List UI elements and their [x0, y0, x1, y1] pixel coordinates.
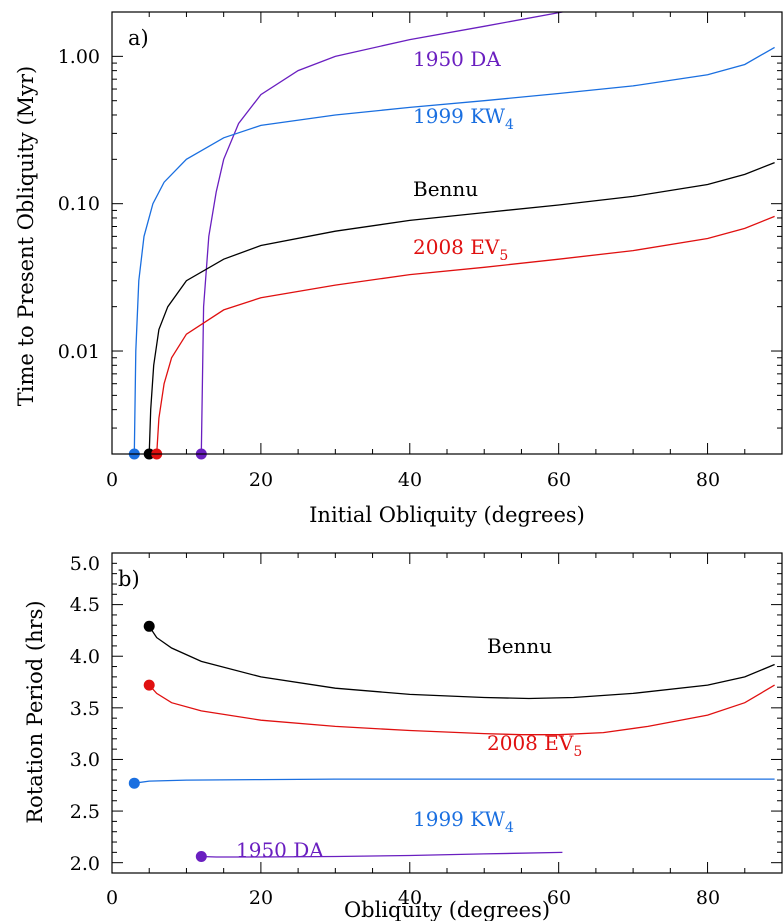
- panel-b-ytick-label: 3.0: [70, 749, 100, 771]
- panel-b-ytick-label: 2.5: [70, 801, 100, 823]
- series-marker-1950da-b: [195, 851, 207, 862]
- series-label-subscript: 5: [573, 744, 582, 760]
- series-label-2008ev5-b: 2008 EV5: [487, 731, 582, 760]
- panel-b-label: b): [118, 567, 140, 591]
- panel-b-ticks: [111, 552, 783, 873]
- series-label-1999kw4-a: 1999 KW4: [413, 104, 514, 133]
- series-line-1950da-b: [201, 851, 563, 858]
- panel-a-ytick-label: 0.10: [58, 193, 100, 215]
- series-label-text: 2008 EV: [487, 731, 574, 755]
- series-marker-2008ev5-b: [143, 679, 155, 691]
- series-line-1950da-a: [200, 11, 563, 455]
- panel-a-ytick-label: 1.00: [58, 46, 100, 68]
- panel-b-markers: [128, 620, 207, 862]
- series-line-2008ev5-a: [156, 215, 775, 455]
- series-line-1999kw4-b: [134, 778, 775, 784]
- panel-a-series-lines: [133, 11, 775, 455]
- series-label-text: 1999 KW: [413, 807, 505, 831]
- series-label-1950da-b: 1950 DA: [236, 838, 324, 862]
- panel-b-ytick-label: 4.5: [70, 594, 100, 616]
- series-line-2008ev5-b: [148, 684, 775, 736]
- panel-b-ytick-label: 4.0: [70, 646, 100, 668]
- panel-a-xtick-label: 40: [398, 469, 422, 491]
- series-label-subscript: 5: [499, 248, 508, 264]
- series-label-subscript: 4: [505, 820, 514, 836]
- panel-a-ytick-label: 0.01: [58, 341, 100, 363]
- panel-b-xtick-label: 80: [696, 887, 720, 909]
- panel-a-ticks: [111, 11, 783, 455]
- series-label-bennu-b: Bennu: [487, 634, 552, 658]
- series-label-subscript: 4: [505, 117, 514, 133]
- panel-b-ytick-label: 3.5: [70, 698, 100, 720]
- panel-b-xtick-label: 0: [106, 887, 118, 909]
- panel-b-ytick-label: 5.0: [70, 553, 100, 575]
- series-label-text: 1999 KW: [413, 104, 505, 128]
- series-marker-1999kw4-b: [128, 777, 140, 789]
- series-line-bennu-b: [148, 625, 775, 700]
- series-marker-bennu-b: [143, 620, 155, 632]
- panel-b-xlabel: Obliquity (degrees): [344, 898, 550, 921]
- panel-a-ylabel: Time to Present Obliquity (Myr): [14, 66, 38, 406]
- panel-a: Time to Present Obliquity (Myr) a) 0.01 …: [14, 11, 783, 527]
- panel-b-series-lines: [134, 625, 775, 858]
- panel-a-label: a): [128, 26, 149, 50]
- series-label-1999kw4-b: 1999 KW4: [413, 807, 514, 836]
- panel-b-ylabel: Rotation Period (hrs): [23, 600, 47, 823]
- panel-a-xtick-label: 20: [249, 469, 273, 491]
- panel-b-xtick-label: 60: [547, 887, 571, 909]
- panel-b-ytick-label: 2.0: [70, 853, 100, 875]
- panel-a-xtick-label: 0: [106, 469, 118, 491]
- panel-b-xtick-label: 40: [398, 887, 422, 909]
- panel-a-xtick-label: 80: [696, 469, 720, 491]
- series-label-2008ev5-a: 2008 EV5: [413, 235, 508, 264]
- panel-b-xtick-label: 20: [249, 887, 273, 909]
- series-line-1999kw4-a: [133, 46, 775, 455]
- series-label-1950da-a: 1950 DA: [413, 47, 501, 71]
- panel-b: Rotation Period (hrs) b) 2.0 2.5 3.0 3.5…: [23, 552, 783, 921]
- series-label-bennu-a: Bennu: [413, 177, 478, 201]
- series-label-text: 2008 EV: [413, 235, 500, 259]
- panel-a-xlabel: Initial Obliquity (degrees): [309, 503, 585, 527]
- panel-a-xtick-label: 60: [547, 469, 571, 491]
- series-line-bennu-a: [148, 161, 775, 455]
